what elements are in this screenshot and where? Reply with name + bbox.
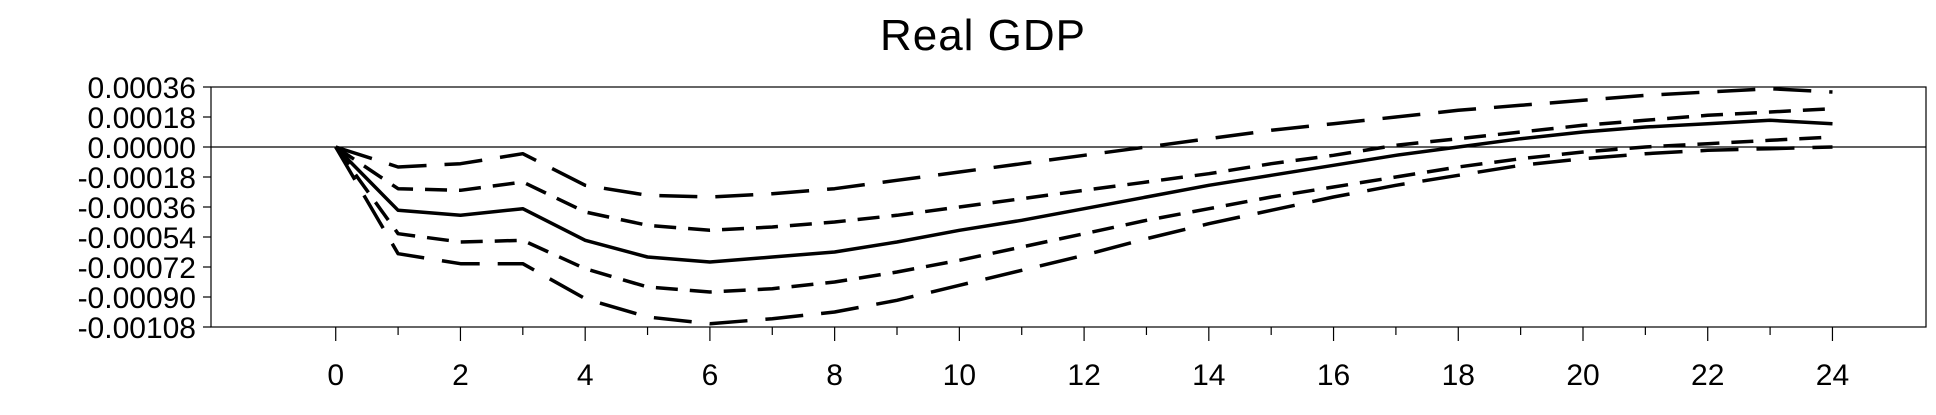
x-tick-label: 4: [577, 359, 594, 392]
x-tick-label: 8: [826, 359, 843, 392]
series-line-2-short-dash: [334, 106, 1833, 233]
series-line-3-solid: [334, 118, 1833, 264]
x-tick-label: 0: [327, 359, 344, 392]
series-line-4-short-dash: [334, 135, 1833, 294]
x-tick-label: 12: [1067, 359, 1100, 392]
x-tick-label: 24: [1816, 359, 1849, 392]
y-axis: 0.000360.000180.00000-0.00018-0.00036-0.…: [78, 72, 211, 345]
y-tick-label: 0.00036: [88, 72, 196, 105]
x-axis: 0 2 4 6 8 10 12 14 16 18 20 22 24: [327, 327, 1849, 392]
y-tick-label: -0.00090: [78, 282, 196, 315]
series-line-1-long-dash: [335, 86, 1833, 199]
x-tick-label: 2: [452, 359, 469, 392]
y-tick-label: -0.00108: [78, 312, 196, 345]
x-tick-label: 22: [1691, 359, 1724, 392]
y-tick-label: -0.00072: [78, 252, 196, 285]
y-tick-label: -0.00036: [78, 192, 196, 225]
chart-title: Real GDP: [880, 11, 1086, 60]
x-tick-label: 16: [1317, 359, 1350, 392]
x-tick-label: 14: [1192, 359, 1225, 392]
x-tick-label: 18: [1442, 359, 1475, 392]
y-tick-label: 0.00018: [88, 102, 196, 135]
y-tick-label: -0.00018: [78, 162, 196, 195]
y-tick-label: 0.00000: [88, 132, 196, 165]
series-group: [334, 86, 1833, 326]
plot-frame: [210, 86, 1927, 328]
x-tick-label: 10: [943, 359, 976, 392]
y-tick-label: -0.00054: [78, 222, 196, 255]
x-tick-label: 6: [702, 359, 719, 392]
x-tick-label: 20: [1566, 359, 1599, 392]
